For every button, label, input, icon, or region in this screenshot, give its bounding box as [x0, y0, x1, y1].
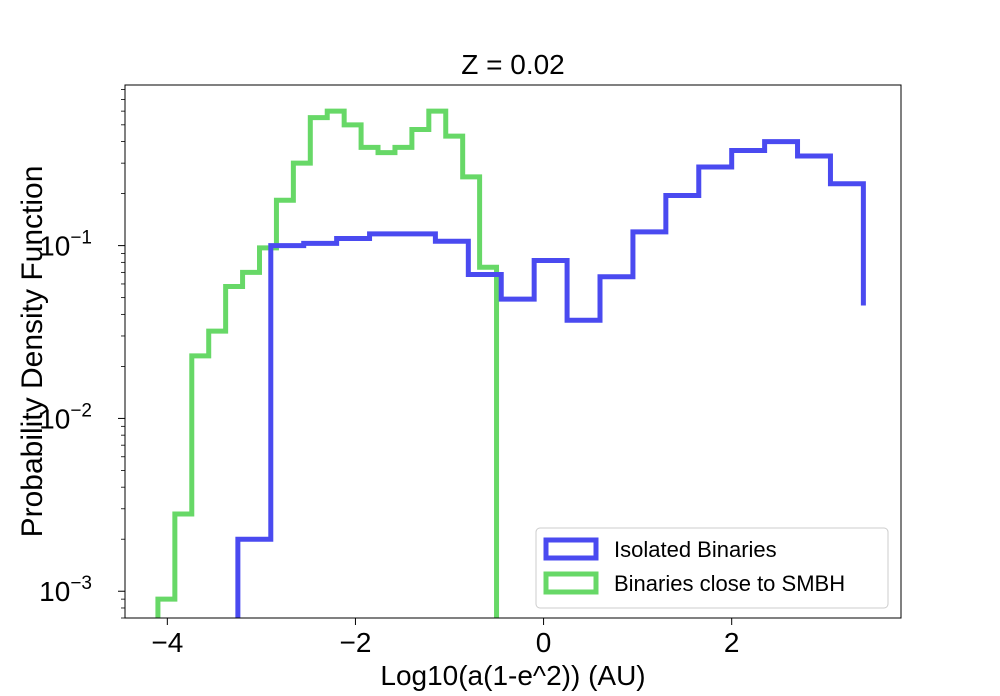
chart-title: Z = 0.02 — [461, 49, 565, 80]
x-tick-label: −4 — [151, 627, 183, 658]
y-tick-exponent: −1 — [70, 228, 92, 249]
y-tick-label: 10−3 — [39, 573, 92, 607]
legend: Isolated Binaries Binaries close to SMBH — [535, 527, 889, 609]
x-tick-label: 2 — [724, 627, 740, 658]
y-axis-label: Probability Density Function — [16, 166, 49, 538]
y-tick-exponent: −3 — [70, 573, 92, 594]
y-tick-label: 10−1 — [39, 228, 92, 262]
series-isolated-binaries — [235, 139, 866, 618]
x-tick-label: 0 — [536, 627, 552, 658]
y-tick-exponent: −2 — [70, 400, 92, 421]
legend-box — [535, 527, 889, 609]
legend-swatch — [543, 537, 599, 561]
x-axis-label: Log10(a(1-e^2)) (AU) — [380, 660, 645, 691]
legend-label: Isolated Binaries — [614, 537, 777, 562]
legend-label: Binaries close to SMBH — [614, 571, 845, 596]
series-layer — [155, 108, 866, 618]
plot-frame — [124, 84, 902, 619]
legend-swatch — [543, 571, 599, 595]
series-binaries-close-to-smbh — [155, 108, 500, 618]
x-tick-label: −2 — [339, 627, 371, 658]
